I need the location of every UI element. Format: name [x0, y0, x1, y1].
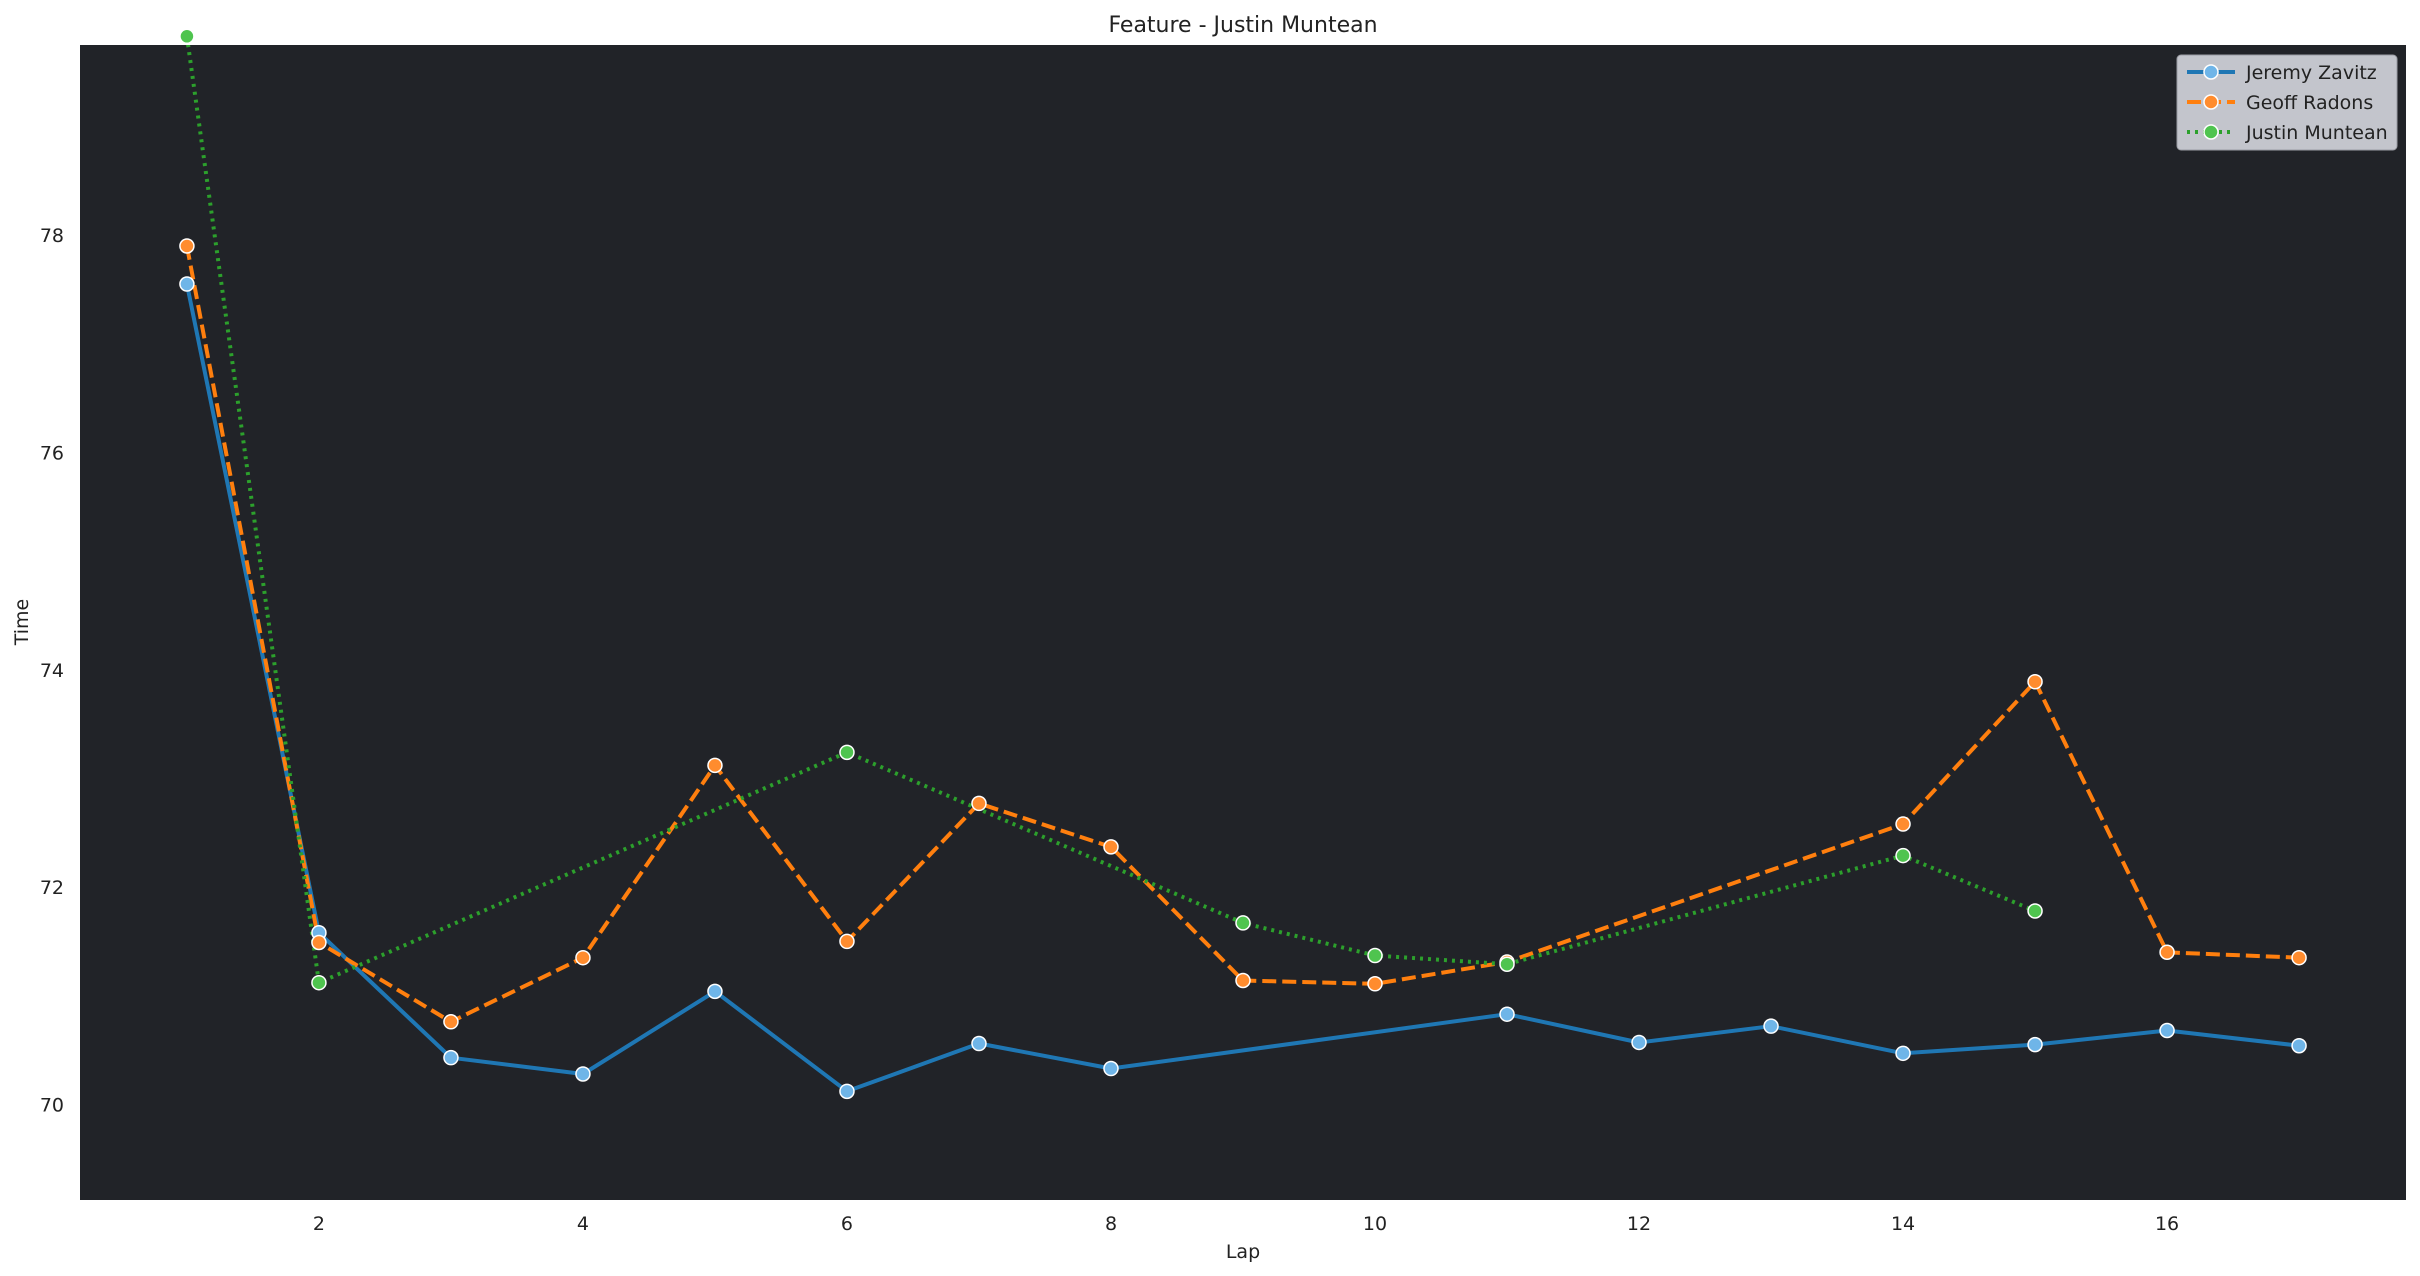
data-point-justin-muntean: [2028, 904, 2042, 918]
x-tick-label: 12: [1627, 1213, 1651, 1235]
legend-marker-justin-muntean: [2204, 125, 2218, 139]
data-point-jeremy-zavitz: [1104, 1062, 1118, 1076]
x-tick-label: 2: [313, 1213, 325, 1235]
y-tick-label: 76: [40, 442, 64, 464]
data-point-jeremy-zavitz: [2292, 1039, 2306, 1053]
x-tick-label: 14: [1891, 1213, 1915, 1235]
data-point-jeremy-zavitz: [1896, 1046, 1910, 1060]
data-point-justin-muntean: [1236, 916, 1250, 930]
x-tick-label: 8: [1105, 1213, 1117, 1235]
data-point-justin-muntean: [1896, 849, 1910, 863]
data-point-jeremy-zavitz: [1500, 1007, 1514, 1021]
x-tick-label: 10: [1363, 1213, 1387, 1235]
data-point-justin-muntean: [180, 29, 194, 43]
data-point-jeremy-zavitz: [2028, 1038, 2042, 1052]
y-tick-label: 72: [40, 877, 64, 899]
data-point-jeremy-zavitz: [2160, 1023, 2174, 1037]
x-axis-label: Lap: [1226, 1241, 1260, 1263]
plot-area: [80, 45, 2406, 1200]
data-point-geoff-radons: [180, 239, 194, 253]
x-tick-label: 4: [577, 1213, 589, 1235]
data-point-jeremy-zavitz: [444, 1051, 458, 1065]
data-point-jeremy-zavitz: [1764, 1019, 1778, 1033]
data-point-geoff-radons: [1896, 817, 1910, 831]
data-point-jeremy-zavitz: [180, 277, 194, 291]
data-point-geoff-radons: [1236, 974, 1250, 988]
data-point-jeremy-zavitz: [840, 1084, 854, 1098]
data-point-jeremy-zavitz: [972, 1037, 986, 1051]
legend-label-justin-muntean: Justin Muntean: [2245, 122, 2388, 144]
data-point-geoff-radons: [1368, 977, 1382, 991]
data-point-geoff-radons: [1104, 840, 1118, 854]
x-tick-label: 16: [2155, 1213, 2179, 1235]
data-point-geoff-radons: [2292, 951, 2306, 965]
chart-title: Feature - Justin Muntean: [1108, 13, 1377, 38]
data-point-jeremy-zavitz: [708, 984, 722, 998]
legend-marker-jeremy-zavitz: [2204, 65, 2218, 79]
y-tick-label: 78: [40, 225, 64, 247]
x-tick-label: 6: [841, 1213, 853, 1235]
data-point-geoff-radons: [312, 935, 326, 949]
y-tick-label: 70: [40, 1094, 64, 1116]
data-point-geoff-radons: [2160, 945, 2174, 959]
data-point-justin-muntean: [312, 976, 326, 990]
legend-label-geoff-radons: Geoff Radons: [2246, 92, 2373, 114]
y-tick-label: 74: [40, 660, 64, 682]
data-point-justin-muntean: [840, 745, 854, 759]
data-point-geoff-radons: [444, 1015, 458, 1029]
data-point-geoff-radons: [708, 758, 722, 772]
data-point-justin-muntean: [1500, 957, 1514, 971]
data-point-geoff-radons: [576, 951, 590, 965]
data-point-geoff-radons: [840, 934, 854, 948]
data-point-geoff-radons: [2028, 675, 2042, 689]
data-point-jeremy-zavitz: [576, 1067, 590, 1081]
data-point-geoff-radons: [972, 796, 986, 810]
legend-marker-geoff-radons: [2204, 95, 2218, 109]
legend: Jeremy Zavitz Geoff Radons Justin Muntean: [2177, 55, 2397, 150]
data-point-jeremy-zavitz: [1632, 1035, 1646, 1049]
y-axis-label: Time: [11, 599, 33, 647]
data-point-justin-muntean: [1368, 949, 1382, 963]
legend-label-jeremy-zavitz: Jeremy Zavitz: [2245, 62, 2377, 84]
